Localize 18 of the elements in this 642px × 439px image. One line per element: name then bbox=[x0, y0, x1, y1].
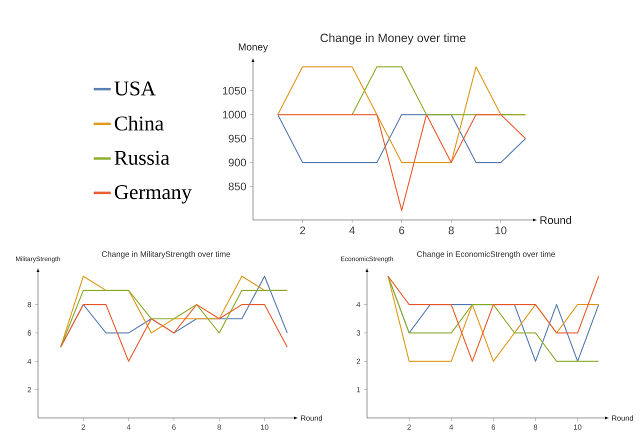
legend-label: China bbox=[114, 116, 164, 131]
legend-label: USA bbox=[114, 81, 156, 96]
x-axis-title: Round bbox=[540, 216, 572, 224]
x-tick-label: 8 bbox=[448, 226, 454, 234]
x-tick-label: 2 bbox=[300, 226, 306, 234]
x-tick-label: 4 bbox=[349, 226, 355, 234]
chart-title: Change in Money over time bbox=[320, 33, 466, 44]
y-axis-title: Money bbox=[238, 44, 268, 52]
line-series bbox=[60, 304, 288, 362]
y-tick-label: 900 bbox=[228, 158, 246, 166]
y-tick-label: 1000 bbox=[222, 110, 246, 119]
y-tick-label: 1050 bbox=[222, 86, 246, 95]
x-tick-label: 6 bbox=[399, 226, 404, 234]
y-tick-label: 850 bbox=[228, 182, 246, 190]
legend-label: Germany bbox=[114, 185, 192, 204]
legend-label: Russia bbox=[114, 150, 170, 165]
x-tick-label: 10 bbox=[496, 226, 506, 234]
y-tick-label: 950 bbox=[228, 134, 246, 142]
